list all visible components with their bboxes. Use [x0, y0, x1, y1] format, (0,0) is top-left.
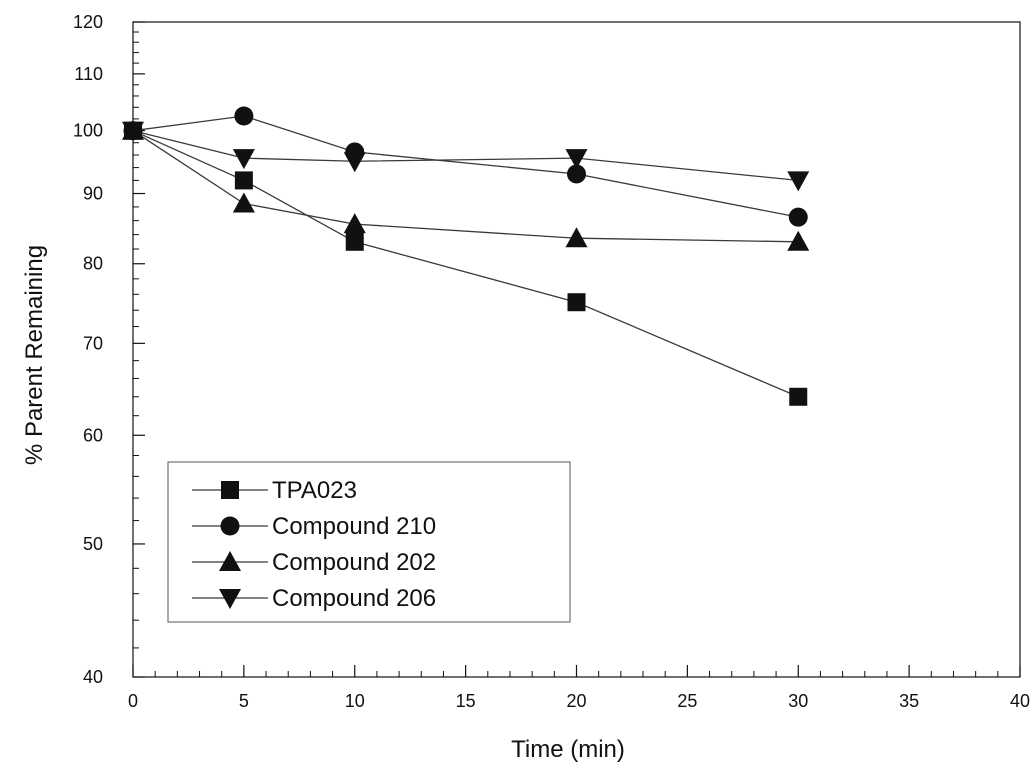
y-tick-label: 70	[83, 333, 103, 353]
data-point-compound-210	[234, 106, 254, 126]
data-point-compound-206	[787, 171, 810, 192]
legend-marker-compound-206	[219, 589, 241, 609]
y-tick-label: 90	[83, 184, 103, 204]
series-markers	[122, 106, 810, 406]
y-tick-label: 120	[73, 12, 103, 32]
x-tick-label: 5	[239, 691, 249, 711]
y-tick-label: 40	[83, 667, 103, 687]
legend-items: TPA023 Compound 210 Compound 202 Compound 2…	[192, 477, 436, 612]
legend-label-compound-210: Compound 210	[272, 513, 436, 540]
data-point-compound-210	[567, 164, 586, 184]
x-tick-label: 40	[1010, 691, 1030, 711]
data-point-compound-202	[565, 227, 588, 248]
data-point-tpa023	[789, 387, 808, 406]
data-point-compound-206	[343, 152, 366, 173]
y-axis-title: % Parent Remaining	[21, 245, 48, 465]
data-point-compound-202	[787, 230, 810, 251]
data-point-compound-202	[232, 192, 255, 213]
x-tick-label: 30	[788, 691, 808, 711]
data-point-compound-210	[788, 207, 808, 227]
data-point-tpa023	[234, 171, 253, 190]
y-tick-label: 60	[83, 425, 103, 445]
data-point-compound-206	[565, 149, 588, 170]
x-tick-label: 35	[899, 691, 919, 711]
y-tick-label: 50	[83, 534, 103, 554]
x-axis-title: Time (min)	[511, 736, 625, 763]
legend-label-compound-202: Compound 202	[272, 549, 436, 576]
y-tick-label: 110	[74, 64, 103, 84]
legend-marker-compound-202	[219, 551, 241, 571]
data-point-compound-206	[122, 121, 144, 142]
legend-label-tpa023: TPA023	[272, 477, 357, 504]
y-tick-label: 100	[73, 121, 103, 141]
legend-label-compound-206: Compound 206	[272, 585, 436, 612]
data-point-compound-202	[343, 213, 366, 234]
x-axis-ticks: 0 5 10 15 20 25 30 35 40	[128, 665, 1030, 711]
x-tick-label: 0	[128, 691, 138, 711]
data-point-compound-206	[232, 149, 255, 170]
x-tick-label: 10	[345, 691, 365, 711]
y-axis-ticks: 40 50 60 70 80 90 100 110 120	[73, 12, 145, 687]
data-point-tpa023	[345, 232, 364, 251]
legend-marker-compound-210	[220, 516, 240, 536]
data-point-tpa023	[567, 293, 586, 312]
x-tick-label: 25	[677, 691, 697, 711]
x-tick-label: 20	[566, 691, 586, 711]
legend: TPA023 Compound 210 Compound 202 Compound 2…	[167, 461, 571, 623]
legend-marker-tpa023	[221, 481, 239, 499]
y-tick-label: 80	[83, 254, 103, 274]
x-tick-label: 15	[456, 691, 476, 711]
